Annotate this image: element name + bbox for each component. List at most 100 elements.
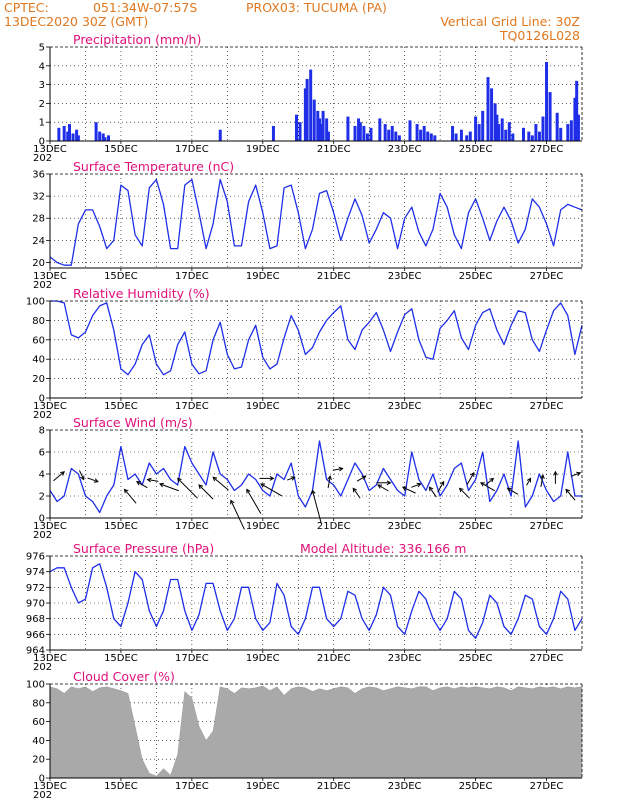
precip-bar (511, 133, 515, 141)
header-code: TQ0126L028 (499, 28, 580, 43)
header-coords: 051:34W-07:57S (93, 0, 197, 15)
precip-bar (218, 129, 222, 141)
precip-bar (429, 133, 433, 141)
y-tick-label: 80 (32, 698, 45, 709)
y-tick-label: 0 (39, 774, 45, 785)
wind-arrow-head (311, 489, 316, 495)
x-tick-label: 23DEC (388, 521, 422, 532)
x-tick-label: 15DEC (104, 521, 138, 532)
precip-bar (365, 133, 369, 141)
wind-arrow-shaft (466, 472, 475, 486)
x-tick-label: 19DEC (246, 781, 280, 792)
panel-title: Relative Humidity (%) (73, 286, 210, 301)
wind-arrow (401, 486, 416, 494)
wind-arrow-head (260, 483, 266, 488)
wind-arrow-head (526, 477, 532, 483)
wind-arrow-shaft (287, 476, 295, 481)
y-tick-label: 4 (39, 470, 45, 481)
wind-arrow-shaft (230, 500, 245, 530)
x-tick-label: 21DEC (317, 144, 351, 155)
x-tick-label: 17DEC (175, 401, 209, 412)
wind-arrow-shaft (480, 482, 496, 492)
x-tick-label: 17DEC (175, 653, 209, 664)
panel-background (50, 47, 582, 141)
header-station: PROX03: TUCUMA (PA) (246, 0, 387, 15)
wind-arrow-shaft (212, 476, 229, 491)
precip-bar (397, 135, 401, 141)
x-tick-label: 25DEC (459, 521, 493, 532)
x-year-label: 202 (33, 280, 52, 291)
panel-title: Surface Pressure (hPa) (73, 541, 214, 556)
x-tick-label: 21DEC (317, 401, 351, 412)
wind-arrow (53, 471, 65, 482)
x-year-label: 202 (33, 790, 52, 800)
y-tick-label: 968 (26, 614, 45, 625)
wind-arrow-shaft (570, 472, 581, 477)
y-tick-label: 972 (26, 583, 45, 594)
wind-arrow (87, 477, 99, 483)
x-year-label: 202 (33, 530, 52, 541)
precip-bar (71, 133, 75, 141)
precip-bar (369, 127, 373, 141)
wind-arrow-head (352, 487, 358, 493)
x-tick-label: 27DEC (530, 144, 564, 155)
precip-bar (559, 127, 563, 141)
wind-arrow-shaft (507, 487, 519, 495)
wind-arrow (565, 488, 576, 501)
panel-title: Surface Temperature (nC) (73, 159, 234, 174)
wind-arrow-head (269, 476, 275, 481)
wind-arrow-shaft (327, 476, 331, 489)
wind-arrow (437, 480, 445, 493)
y-tick-label: 976 (26, 552, 45, 563)
x-tick-label: 21DEC (317, 653, 351, 664)
panel-press: 964 966 968 970 972 974 976 13DEC 15DEC 17DEC 19DE… (26, 541, 583, 673)
precip-bar (521, 127, 525, 141)
wind-arrow-shaft (124, 489, 137, 504)
wind-arrow-head (440, 480, 445, 486)
x-tick-label: 19DEC (246, 653, 280, 664)
y-tick-label: 966 (26, 630, 45, 641)
wind-arrow-shaft (356, 475, 366, 482)
wind-arrow (230, 499, 245, 530)
precip-bar (76, 135, 80, 141)
precip-bar (107, 135, 111, 141)
wind-arrow-shaft (411, 483, 421, 488)
wind-arrow (327, 475, 332, 489)
wind-arrow (246, 488, 262, 514)
x-tick-label: 19DEC (246, 271, 280, 282)
precip-bar (294, 114, 298, 141)
wind-arrow-shaft (198, 484, 214, 500)
precip-bar (62, 125, 66, 141)
wind-arrow-head (212, 476, 218, 482)
y-tick-label: 28 (32, 214, 45, 225)
precip-bar (358, 122, 362, 141)
precip-bar (541, 116, 545, 141)
precip-bar (426, 131, 430, 141)
precip-bar (325, 118, 329, 141)
wind-arrow-head (565, 488, 570, 494)
x-tick-label: 13DEC (33, 144, 67, 155)
precip-bar (534, 124, 538, 141)
y-tick-label: 60 (32, 335, 45, 346)
wind-arrow-head (553, 470, 558, 476)
y-tick-label: 20 (32, 258, 45, 269)
precip-bar (537, 131, 541, 141)
wind-arrow (332, 466, 344, 472)
wind-arrow (260, 483, 283, 497)
panel-annotation: Model Altitude: 336.166 m (300, 541, 466, 556)
precip-bar (459, 129, 463, 141)
precip-bar (66, 131, 70, 141)
precip-bar (545, 62, 549, 141)
x-tick-label: 13DEC (33, 401, 67, 412)
wind-arrow-shaft (485, 478, 494, 486)
precip-bar (309, 69, 313, 141)
precip-bar (303, 88, 307, 141)
x-year-label: 202 (33, 662, 52, 673)
wind-arrow (123, 488, 137, 504)
y-tick-label: 40 (32, 736, 45, 747)
wind-arrow-shaft (260, 483, 283, 497)
wind-arrow-shaft (377, 484, 389, 492)
x-tick-label: 17DEC (175, 521, 209, 532)
wind-arrow-head (135, 481, 141, 486)
